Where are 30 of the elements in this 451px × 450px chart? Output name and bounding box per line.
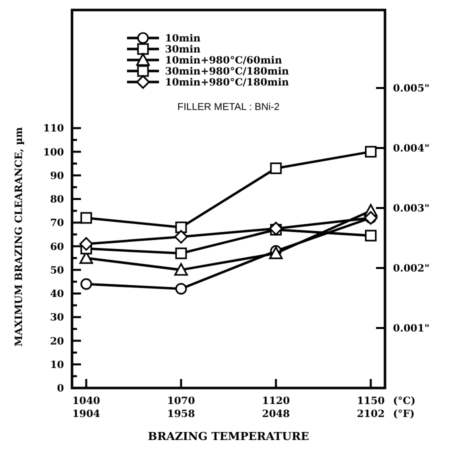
y-tick-label: 90 [50, 170, 64, 182]
y-tick-label: 100 [43, 147, 64, 158]
y2-tick-label: 0.003" [393, 204, 430, 214]
y-tick-label: 20 [50, 336, 64, 348]
legend-label: 30min+980°C/180min [165, 66, 290, 78]
y2-tick-label: 0.001" [393, 324, 430, 334]
y-tick-label: 50 [50, 265, 64, 276]
y-tick-label: 80 [50, 194, 64, 206]
y-axis-title: MAXIMUM BRAZING CLEARANCE, µm [14, 126, 25, 346]
y-tick-label: 70 [50, 218, 64, 230]
legend-label: 10min+980°C/180min [165, 78, 290, 88]
y-tick-label: 30 [50, 312, 64, 324]
x-tick-label: 1120 2048 [262, 396, 290, 420]
y-tick-label: 110 [43, 124, 64, 135]
y-tick-label: 60 [50, 242, 64, 253]
text: (°C) (°F) [393, 396, 416, 420]
y-tick-label: 40 [50, 289, 64, 300]
y-tick-label: 0 [57, 384, 64, 394]
x-tick-label: 1040 1904 [72, 396, 100, 420]
legend-label: 10min [165, 34, 202, 44]
y2-tick-label: 0.004" [393, 144, 430, 154]
x-tick-label: 1070 1958 [167, 396, 196, 420]
y2-tick-label: 0.005" [393, 84, 430, 94]
x-axis-title: BRAZING TEMPERATURE [148, 430, 310, 443]
legend-label: 30min [165, 44, 202, 56]
y2-tick-label: 0.002" [393, 264, 430, 274]
legend-label: 10min+980°C/60min [165, 56, 283, 66]
y-tick-label: 10 [50, 360, 64, 371]
x-tick-label: 1150 2102 [356, 396, 385, 420]
annotation: FILLER METAL : BNi-2 [177, 102, 280, 113]
